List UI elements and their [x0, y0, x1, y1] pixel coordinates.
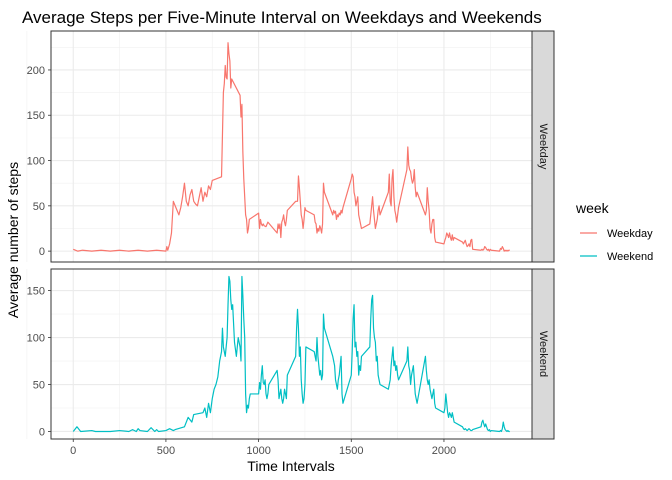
facet-strip-label: Weekend — [537, 331, 549, 377]
facet-strip — [531, 30, 555, 263]
x-tick-label: 500 — [157, 445, 175, 457]
legend-label-weekday: Weekday — [607, 228, 653, 240]
y-tick-label: 0 — [39, 426, 45, 438]
y-tick-label: 0 — [39, 246, 45, 258]
legend: week Weekday Weekend — [575, 200, 653, 263]
facet-strip-label: Weekday — [537, 124, 549, 170]
panel-weekend: 0 50 100 150 Weekend — [26, 268, 555, 440]
y-tick-label: 100 — [27, 333, 45, 345]
x-tick-label: 1000 — [246, 445, 270, 457]
series-line-weekend — [72, 275, 510, 433]
legend-title: week — [575, 200, 610, 216]
x-tick-label: 2000 — [432, 445, 456, 457]
panel-background — [51, 269, 532, 439]
y-tick-label: 200 — [27, 65, 45, 77]
legend-items: Weekday Weekend — [580, 228, 653, 263]
panel-weekday: 0 50 100 150 200 Weekday — [26, 30, 555, 263]
chart-title: Average Steps per Five-Minute Interval o… — [22, 8, 542, 27]
legend-label-weekend: Weekend — [607, 251, 653, 263]
y-tick-label: 50 — [33, 380, 45, 392]
facet-panels: 0 50 100 150 200 Weekday 0 50 100 150 Weekend — [26, 30, 555, 440]
y-tick-label: 150 — [27, 110, 45, 122]
y-tick-label: 100 — [27, 156, 45, 168]
x-tick-label: 1500 — [339, 445, 363, 457]
series-line-weekday — [73, 42, 510, 252]
facet-strip — [531, 268, 555, 440]
panel-background — [51, 31, 532, 262]
y-tick-label: 150 — [27, 286, 45, 298]
y-axis-label: Average number of steps — [5, 162, 21, 318]
y-tick-label: 50 — [33, 201, 45, 213]
x-axis-label: Time Intervals — [247, 458, 334, 474]
x-axis: 0 500 1000 1500 2000 — [70, 439, 456, 457]
x-tick-label: 0 — [70, 445, 76, 457]
